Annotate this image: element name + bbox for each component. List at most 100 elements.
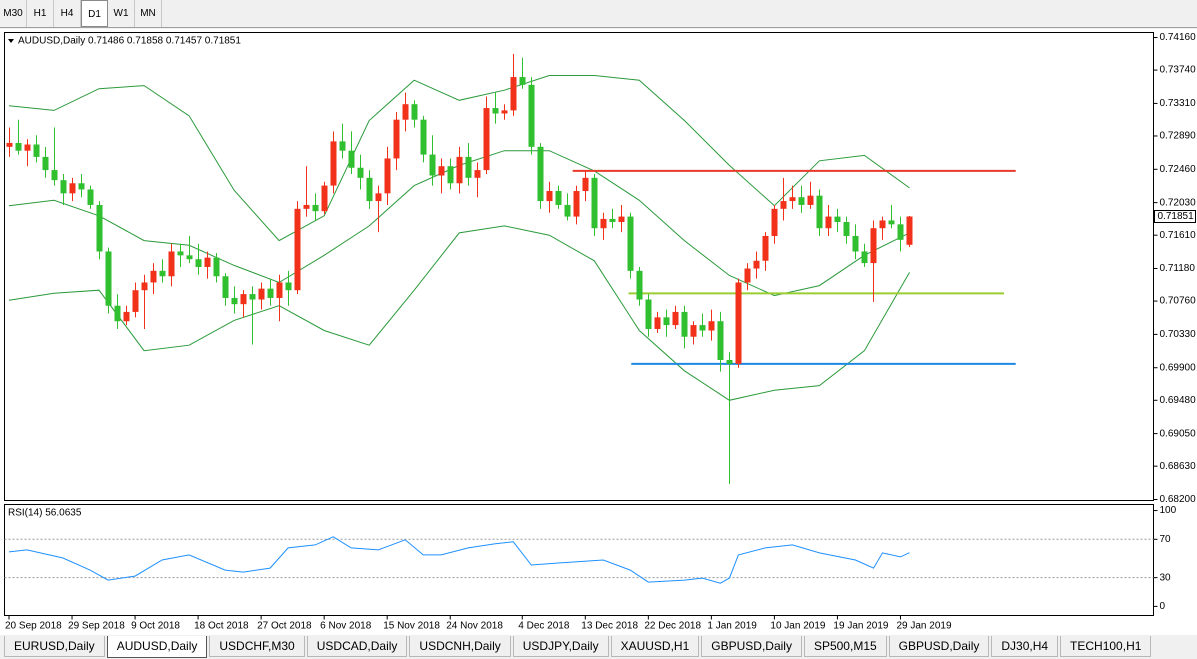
candle-body (78, 183, 85, 190)
candle-body (717, 321, 724, 360)
candle-body (240, 294, 247, 305)
y-tick-label: 30 (1160, 572, 1172, 583)
candle-body (690, 325, 697, 337)
candle-body (708, 321, 715, 331)
collapse-arrow (8, 39, 14, 43)
candle-body (492, 108, 499, 114)
last-price-box (1154, 210, 1196, 224)
candle-body (375, 193, 382, 202)
candle-body (312, 204, 319, 212)
candle-body (474, 170, 481, 178)
chart-tab[interactable]: GBPUSD,Daily (701, 636, 802, 657)
x-tick-label: 10 Jan 2019 (770, 621, 825, 632)
candle-body (96, 204, 103, 252)
chart-tab[interactable]: XAUUSD,H1 (610, 636, 700, 657)
candle-body (789, 197, 796, 202)
candle-body (6, 142, 13, 147)
chart-tab[interactable]: GBPUSD,Daily (888, 636, 990, 657)
x-tick-label: 22 Dec 2018 (644, 621, 701, 632)
candle-body (528, 84, 535, 147)
timeframe-button[interactable]: MN (135, 0, 162, 27)
candle-body (285, 282, 292, 291)
timeframe-button[interactable]: W1 (108, 0, 135, 27)
chart-tab[interactable]: AUDUSD,Daily (106, 636, 208, 658)
candle-body (699, 325, 706, 331)
chart-tab[interactable]: USDCNH,Daily (409, 636, 511, 657)
candle-body (267, 288, 274, 298)
y-tick-label: 0.68630 (1160, 461, 1197, 472)
candle-body (780, 201, 787, 209)
candle-body (438, 166, 445, 176)
x-tick-label: 29 Jan 2019 (896, 621, 951, 632)
x-tick-label: 4 Dec 2018 (518, 621, 570, 632)
candle-body (168, 251, 175, 277)
chart-tabs: EURUSD,Daily AUDUSD,Daily USDCHF,M30 USDCAD… (4, 636, 1153, 659)
candle-body (195, 259, 202, 267)
candle-body (519, 77, 526, 85)
candle-body (807, 195, 814, 205)
candle-body (609, 218, 616, 223)
candle-body (843, 222, 850, 236)
x-tick-label: 20 Sep 2018 (5, 621, 62, 632)
x-tick-label: 6 Nov 2018 (320, 621, 372, 632)
candle-body (663, 317, 670, 326)
timeframe-toolbar: M30 H1 H4 D1 W1 MN (0, 0, 1197, 28)
candle-body (645, 299, 652, 329)
candle-body (249, 294, 256, 300)
candle-body (762, 235, 769, 261)
candle-body (60, 180, 67, 194)
candle-body (879, 220, 886, 229)
chart-tab[interactable]: TECH100,H1 (1060, 636, 1152, 657)
candle-body (618, 216, 625, 223)
y-tick-label: 0.72030 (1160, 197, 1197, 208)
timeframe-button[interactable]: M30 (0, 0, 27, 27)
candle-body (573, 191, 580, 217)
candle-body (456, 156, 463, 184)
chart-tab[interactable]: USDCAD,Daily (306, 636, 408, 657)
candle-body (348, 150, 355, 168)
candle-body (654, 317, 661, 329)
candle-body (834, 216, 841, 223)
candle-body (429, 154, 436, 176)
candle-body (123, 311, 130, 322)
chart-tab[interactable]: EURUSD,Daily (4, 636, 105, 657)
candle-body (42, 156, 49, 171)
y-tick-label: 0.70760 (1160, 296, 1197, 307)
chart-tab[interactable]: USDJPY,Daily (512, 636, 609, 657)
chart-tab[interactable]: SP500,M15 (803, 636, 887, 657)
y-tick-label: 0.71180 (1160, 263, 1196, 274)
candle-body (384, 158, 391, 194)
candle-body (51, 170, 58, 181)
chart-tab[interactable]: DJ30,H4 (991, 636, 1059, 657)
timeframe-button[interactable]: D1 (81, 0, 108, 27)
candle-body (483, 108, 490, 171)
y-tick-label: 0.68200 (1160, 494, 1197, 505)
candle-body (15, 142, 22, 151)
candle-body (159, 270, 166, 277)
candle-body (402, 104, 409, 120)
candle-body (447, 166, 454, 184)
x-tick-label: 24 Nov 2018 (446, 621, 503, 632)
chart-background (0, 29, 1197, 635)
chart-tab[interactable]: USDCHF,M30 (209, 636, 305, 657)
rsi-panel-frame (4, 504, 1154, 616)
bollinger-band (8, 75, 910, 242)
candle-body (150, 270, 157, 283)
candle-body (510, 77, 517, 111)
candle-body (258, 288, 265, 300)
timeframe-button[interactable]: H4 (54, 0, 81, 27)
y-tick-label: 70 (1160, 534, 1172, 545)
timeframe-button[interactable]: H1 (27, 0, 54, 27)
candle-body (582, 177, 589, 192)
y-tick-label: 0.71610 (1160, 230, 1197, 241)
candle-body (591, 177, 598, 229)
candle-body (726, 359, 733, 364)
candle-body (105, 251, 112, 306)
candle-body (330, 141, 337, 186)
candle-body (393, 119, 400, 159)
candle-body (420, 119, 427, 155)
rsi-line (8, 536, 910, 584)
candle-body (87, 189, 94, 205)
candle-body (744, 268, 751, 283)
